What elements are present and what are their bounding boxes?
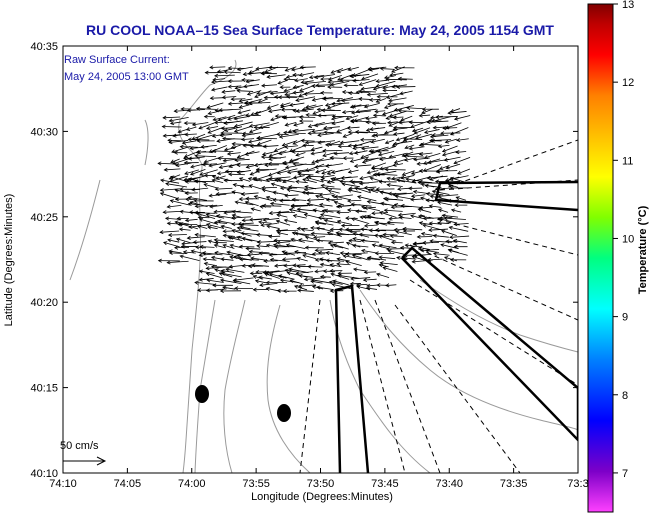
x-axis-ticks: 74:10 74:05 74:00 73:55 73:50 73:45 73:40 73:35… — [49, 46, 589, 490]
beam-line — [374, 299, 441, 473]
x-axis-label: Longitude (Degrees:Minutes) — [251, 491, 393, 503]
beam-box-east — [401, 246, 578, 442]
y-tick-label: 40:30 — [30, 126, 58, 138]
contour-2 — [223, 299, 246, 473]
contour-7 — [69, 179, 101, 281]
y-axis-ticks: 40:35 40:30 40:25 40:20 40:15 40:10 — [30, 41, 578, 480]
x-tick-label: 74:00 — [178, 478, 206, 490]
scale-label: 50 cm/s — [60, 440, 99, 452]
beam-line — [439, 139, 578, 191]
colorbar-tick-label: 10 — [622, 233, 634, 245]
x-tick-label: 73:55 — [242, 478, 270, 490]
x-tick-label: 74:10 — [49, 478, 77, 490]
beam-line — [409, 244, 578, 321]
beam-box-north — [434, 180, 578, 212]
legend-line-2: May 24, 2005 13:00 GMT — [64, 71, 189, 83]
beam-line — [394, 304, 521, 473]
beam-box-south — [334, 284, 370, 473]
beam-line — [419, 214, 578, 256]
x-tick-label: 73:40 — [435, 478, 463, 490]
contour-6 — [419, 279, 578, 353]
colorbar-tick-label: 9 — [622, 312, 628, 324]
colorbar-tick-label: 8 — [622, 390, 628, 402]
scale-arrow — [63, 456, 107, 466]
colorbar-tick-label: 13 — [622, 0, 634, 11]
y-tick-label: 40:15 — [30, 383, 58, 395]
colorbar-label: Temperature (°C) — [637, 205, 649, 294]
surface-current-vectors — [157, 65, 471, 294]
y-tick-label: 40:10 — [30, 468, 58, 480]
beam-line — [409, 279, 578, 386]
colorbar-ticks: 13 12 11 10 9 8 7 — [613, 0, 634, 480]
radar-beam-lines — [299, 139, 578, 473]
legend-line-1: Raw Surface Current: — [64, 54, 170, 66]
contour-5 — [359, 289, 578, 431]
x-tick-label: 73:35 — [500, 478, 528, 490]
contour-8 — [144, 119, 149, 166]
coastline-north — [178, 59, 237, 176]
map-title: RU COOL NOAA–15 Sea Surface Temperature:… — [86, 22, 554, 38]
map-layer — [69, 59, 578, 473]
x-tick-label: 73:45 — [371, 478, 399, 490]
station-marker — [277, 404, 291, 422]
y-axis-label: Latitude (Degrees:Minutes) — [3, 194, 15, 327]
coastline-shore — [182, 174, 202, 473]
y-tick-label: 40:25 — [30, 212, 58, 224]
colorbar-tick-label: 11 — [622, 155, 633, 167]
y-tick-label: 40:35 — [30, 41, 58, 53]
station-marker — [195, 385, 209, 403]
y-tick-label: 40:20 — [30, 297, 58, 309]
contour-3 — [266, 304, 311, 473]
x-tick-label: 73:3 — [567, 478, 588, 490]
beam-boxes — [334, 180, 578, 473]
beam-line — [299, 299, 321, 473]
colorbar-tick-label: 7 — [622, 468, 628, 480]
colorbar — [587, 3, 614, 513]
colorbar-tick-label: 12 — [622, 77, 634, 89]
beam-line — [359, 299, 406, 473]
x-tick-label: 73:50 — [307, 478, 335, 490]
x-tick-label: 74:05 — [114, 478, 142, 490]
